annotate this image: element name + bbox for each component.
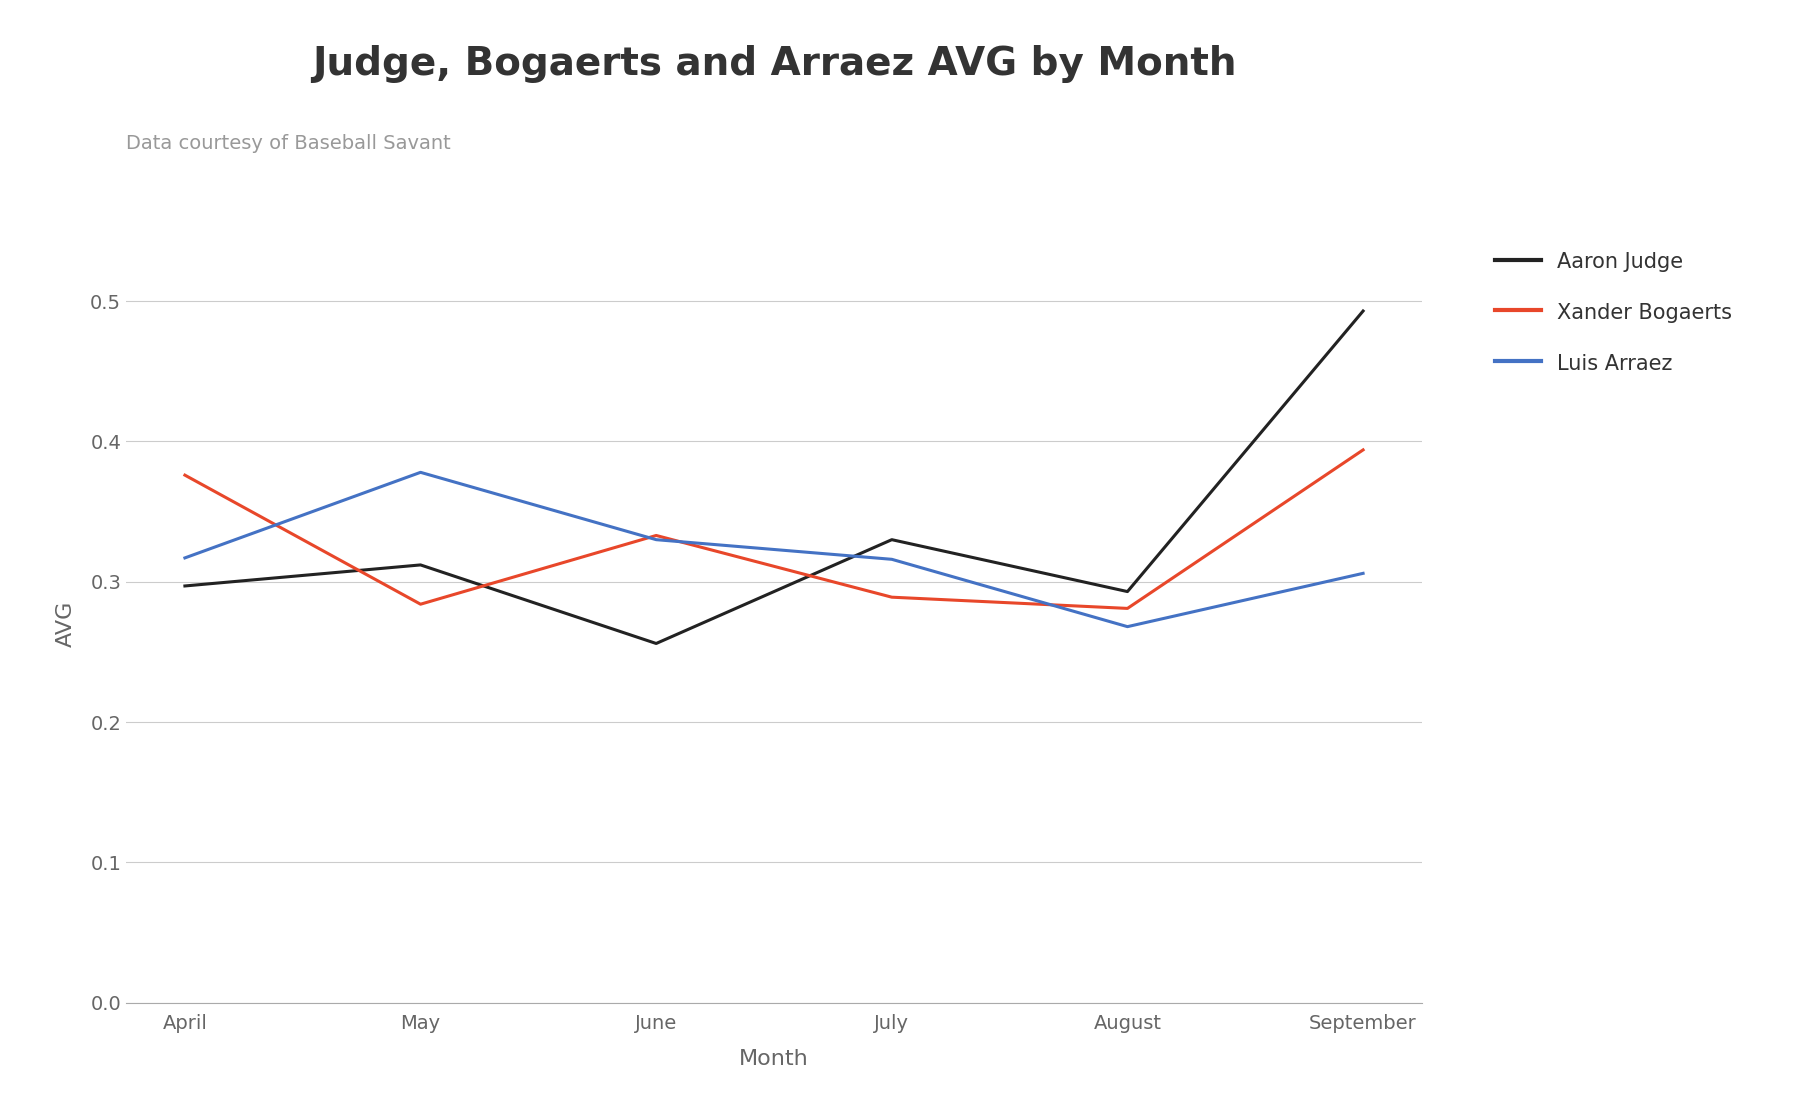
Aaron Judge [1116,585,1138,598]
Xander Bogaerts [1116,602,1138,615]
Aaron Judge [410,558,432,571]
Line: Xander Bogaerts: Xander Bogaerts [185,450,1363,608]
Line: Luis Arraez: Luis Arraez [185,472,1363,627]
Aaron Judge [1352,304,1373,317]
Aaron Judge [175,579,196,593]
Luis Arraez [1352,567,1373,580]
Xander Bogaerts [646,529,668,543]
Luis Arraez [646,532,668,546]
Y-axis label: AVG: AVG [56,600,76,647]
Luis Arraez [410,466,432,479]
Xander Bogaerts [1352,443,1373,457]
Line: Aaron Judge: Aaron Judge [185,311,1363,644]
Luis Arraez [880,553,902,566]
Xander Bogaerts [175,469,196,482]
Text: Data courtesy of Baseball Savant: Data courtesy of Baseball Savant [126,134,450,153]
Xander Bogaerts [880,590,902,604]
Aaron Judge [646,637,668,651]
Luis Arraez [1116,620,1138,634]
X-axis label: Month: Month [740,1049,808,1069]
Luis Arraez [175,551,196,565]
Xander Bogaerts [410,597,432,610]
Text: Judge, Bogaerts and Arraez AVG by Month: Judge, Bogaerts and Arraez AVG by Month [311,45,1237,82]
Aaron Judge [880,532,902,546]
Legend: Aaron Judge, Xander Bogaerts, Luis Arraez: Aaron Judge, Xander Bogaerts, Luis Arrae… [1485,241,1742,384]
